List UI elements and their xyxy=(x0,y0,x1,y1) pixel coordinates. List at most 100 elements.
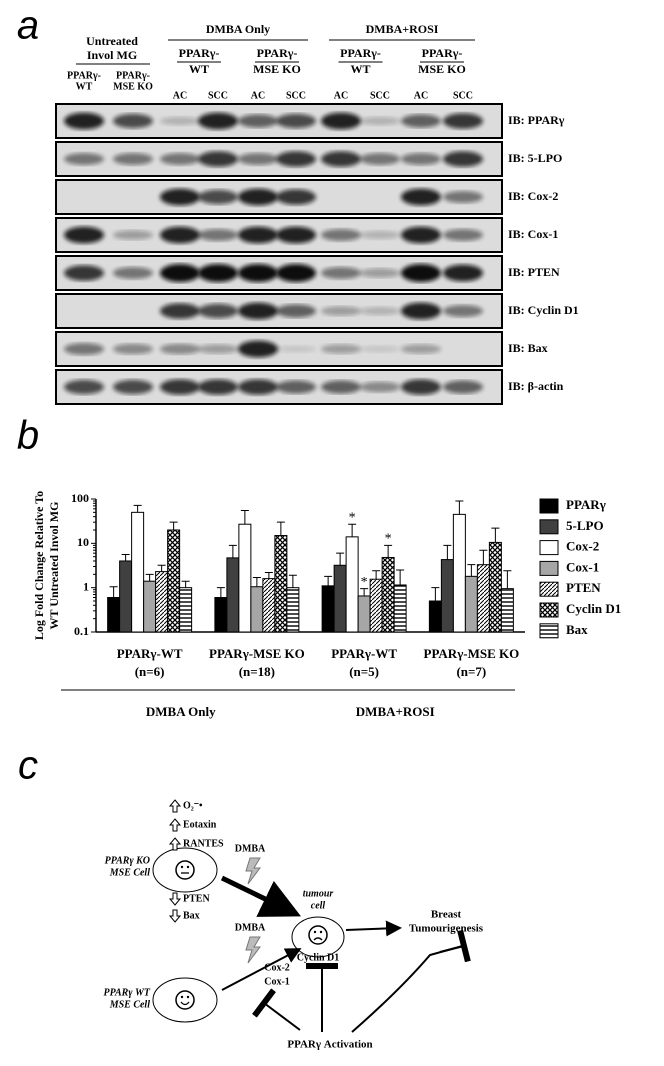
marker-label: Eotaxin xyxy=(183,819,217,830)
genotype: WT xyxy=(350,62,370,76)
y-axis-label: WT Untreated Invol MG xyxy=(47,502,61,630)
band xyxy=(360,381,400,393)
face xyxy=(308,925,328,945)
row-label: IB: PTEN xyxy=(508,265,560,279)
band xyxy=(198,344,238,354)
y-tick-label: 100 xyxy=(71,491,89,505)
arrow xyxy=(345,920,402,937)
cell xyxy=(152,977,218,1023)
bar xyxy=(333,564,347,633)
error-bar xyxy=(467,564,476,577)
error-bar xyxy=(276,521,285,536)
legend-swatch xyxy=(539,602,559,618)
bar xyxy=(238,523,252,633)
bar xyxy=(155,571,169,633)
band xyxy=(401,302,441,320)
x-tick-sublabel: (n=7) xyxy=(456,664,486,679)
band xyxy=(401,344,441,354)
group-title: DMBA Only xyxy=(206,22,270,36)
band xyxy=(276,345,316,353)
row-label: IB: Cox-1 xyxy=(508,227,558,241)
band xyxy=(443,380,483,394)
band xyxy=(401,264,441,282)
band xyxy=(443,264,483,282)
bar xyxy=(464,575,478,633)
node-label: PPARγ Activation xyxy=(287,1039,372,1051)
band xyxy=(238,226,278,244)
bar xyxy=(428,600,442,633)
band xyxy=(360,153,400,165)
dmba-label: DMBA xyxy=(235,922,266,933)
genotype: MSE KO xyxy=(253,62,301,76)
bar xyxy=(500,588,514,633)
up-arrow xyxy=(168,799,182,813)
legend-label: Bax xyxy=(566,622,588,637)
legend-swatch xyxy=(539,623,559,639)
band xyxy=(401,114,441,128)
error-bar xyxy=(479,549,488,565)
bar xyxy=(167,529,181,633)
group-label: DMBA Only xyxy=(146,704,216,719)
lane-label: PPARγ- xyxy=(116,70,150,81)
genotype: MSE KO xyxy=(418,62,466,76)
node-label: Breast xyxy=(431,909,462,921)
up-arrow xyxy=(168,818,182,832)
marker-label: O₂⁻• xyxy=(183,800,203,811)
eye xyxy=(180,865,184,869)
error-bar xyxy=(109,586,118,598)
band xyxy=(238,188,278,206)
band xyxy=(64,379,104,395)
lightning xyxy=(245,936,261,964)
node-label: Tumourigenesis xyxy=(409,923,484,935)
band xyxy=(276,226,316,244)
bar xyxy=(357,595,371,633)
legend-label: PPARγ xyxy=(566,497,606,512)
eye xyxy=(180,995,184,999)
error-bar xyxy=(431,587,440,602)
cell-label: MSE Cell xyxy=(109,999,151,1010)
error-bar xyxy=(216,587,225,598)
lane-label: AC xyxy=(251,90,265,101)
bar xyxy=(250,586,264,633)
y-axis-label: Log Fold Change Relative To xyxy=(32,491,46,640)
marker-label: PTEN xyxy=(183,893,210,904)
error-bar xyxy=(145,573,154,582)
lane-label: PPARγ- xyxy=(67,70,101,81)
significance-marker: * xyxy=(361,575,368,590)
down-arrow xyxy=(168,909,182,923)
band xyxy=(160,226,200,244)
inhibition xyxy=(252,988,301,1031)
error-bar xyxy=(228,544,237,558)
band xyxy=(198,112,238,130)
significance-marker: * xyxy=(349,510,356,525)
bar xyxy=(274,535,288,633)
cell-label: tumour xyxy=(303,888,334,899)
band xyxy=(401,226,441,244)
x-tick-label: PPARγ-MSE KO xyxy=(209,646,305,661)
cell xyxy=(152,847,218,893)
band xyxy=(360,116,400,126)
band xyxy=(113,113,153,129)
band xyxy=(64,153,104,165)
down-arrow xyxy=(168,892,182,906)
bar xyxy=(179,587,193,633)
error-bar xyxy=(181,580,190,588)
band xyxy=(443,305,483,317)
band xyxy=(401,153,441,165)
band xyxy=(113,230,153,240)
band xyxy=(321,112,361,130)
lane-label: WT xyxy=(76,81,93,92)
inhibition xyxy=(351,944,467,1033)
eye xyxy=(186,865,190,869)
bar xyxy=(107,597,121,633)
genotype: PPARγ- xyxy=(179,46,220,60)
band xyxy=(360,268,400,278)
lane-label: SCC xyxy=(370,90,390,101)
band xyxy=(198,189,238,205)
band xyxy=(360,230,400,240)
lane-label: SCC xyxy=(208,90,228,101)
error-bar xyxy=(396,569,405,585)
bar xyxy=(286,587,300,633)
band xyxy=(443,113,483,129)
bar xyxy=(452,513,466,633)
